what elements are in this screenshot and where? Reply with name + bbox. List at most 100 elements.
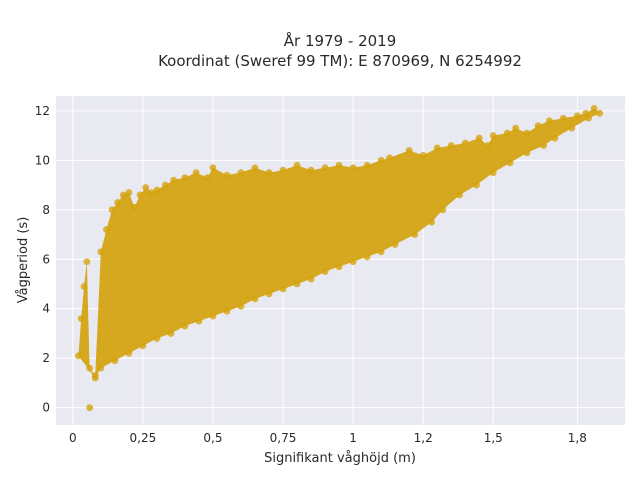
data-point	[293, 161, 301, 169]
data-point	[484, 142, 492, 149]
x-tick-label: 1,8	[568, 431, 587, 445]
x-tick-label: 0,25	[130, 431, 157, 445]
y-tick-label: 4	[42, 302, 50, 316]
data-point	[170, 176, 178, 184]
data-point	[293, 280, 301, 288]
data-point	[321, 268, 329, 276]
data-point	[114, 198, 122, 206]
grid	[56, 96, 625, 425]
x-tick-label: 1,2	[414, 431, 433, 445]
data-point	[363, 253, 371, 261]
data-point	[153, 186, 161, 194]
data-point	[237, 169, 245, 177]
data-point	[349, 164, 357, 172]
x-tick-label: 0	[69, 431, 77, 445]
data-point	[335, 263, 343, 271]
y-tick-label: 8	[42, 203, 50, 217]
data-point	[181, 174, 189, 182]
data-point	[573, 112, 581, 120]
data-point	[461, 139, 469, 147]
data-point	[83, 258, 91, 266]
data-point	[405, 147, 413, 154]
data-point	[195, 317, 203, 325]
data-point	[503, 129, 511, 137]
chart-title-line-1: År 1979 - 2019	[284, 31, 397, 50]
data-point	[251, 295, 259, 303]
data-point	[279, 285, 287, 293]
data-point	[551, 134, 559, 142]
data-point	[545, 117, 553, 125]
y-tick-label: 10	[35, 153, 50, 167]
data-point	[411, 231, 419, 238]
data-point	[136, 191, 144, 199]
data-point	[125, 349, 133, 357]
data-point	[203, 174, 211, 182]
data-point	[428, 218, 435, 226]
x-tick-label: 0,75	[270, 431, 297, 445]
data-point	[167, 330, 175, 337]
data-point	[139, 342, 147, 350]
data-point	[523, 149, 531, 157]
data-point	[237, 302, 245, 310]
data-point	[377, 248, 385, 256]
data-point	[86, 404, 94, 412]
data-point	[153, 335, 161, 342]
data-point	[279, 166, 287, 174]
data-point	[147, 189, 155, 196]
data-point	[447, 142, 455, 149]
data-point	[456, 191, 464, 199]
data-point	[119, 191, 127, 199]
data-point	[209, 312, 217, 320]
data-point	[585, 114, 592, 122]
data-point	[386, 154, 393, 162]
data-point	[223, 307, 231, 315]
data-point	[125, 189, 133, 196]
data-point	[91, 374, 99, 382]
data-point	[86, 364, 94, 372]
data-point	[181, 322, 189, 330]
data-point	[142, 184, 150, 191]
data-point	[209, 164, 217, 172]
data-point	[223, 171, 231, 179]
data-point	[391, 241, 399, 248]
x-tick-label: 1,5	[484, 431, 503, 445]
data-point	[97, 364, 105, 372]
data-point	[307, 275, 315, 283]
data-point	[590, 104, 598, 112]
y-axis-label: Vågperiod (s)	[16, 217, 31, 304]
y-tick-label: 6	[42, 252, 50, 266]
data-point	[534, 122, 542, 130]
data-point	[251, 164, 259, 172]
data-point	[161, 181, 169, 189]
data-point	[265, 290, 273, 298]
data-point	[131, 203, 138, 211]
data-point	[111, 357, 119, 365]
data-points	[75, 104, 604, 412]
data-point	[103, 226, 110, 233]
data-point	[433, 144, 441, 152]
data-point	[419, 151, 427, 159]
data-point	[475, 134, 483, 142]
data-point	[349, 258, 357, 266]
data-point	[265, 169, 273, 177]
data-point	[506, 159, 514, 167]
data-point	[596, 109, 604, 117]
y-tick-label: 0	[42, 401, 50, 415]
data-point	[75, 352, 82, 360]
chart-title-line-2: Koordinat (Sweref 99 TM): E 870969, N 62…	[158, 52, 522, 70]
y-tick-label: 2	[42, 351, 50, 365]
data-point	[363, 161, 371, 169]
y-tick-label: 12	[35, 104, 50, 118]
data-point	[489, 132, 497, 139]
data-point	[512, 124, 520, 132]
data-point	[97, 248, 105, 256]
data-point	[582, 109, 590, 117]
data-point	[540, 142, 548, 149]
x-axis-label: Signifikant våghöjd (m)	[264, 451, 416, 466]
data-point	[77, 315, 85, 323]
data-point	[307, 166, 315, 174]
data-point	[523, 129, 531, 137]
data-point	[559, 114, 567, 122]
